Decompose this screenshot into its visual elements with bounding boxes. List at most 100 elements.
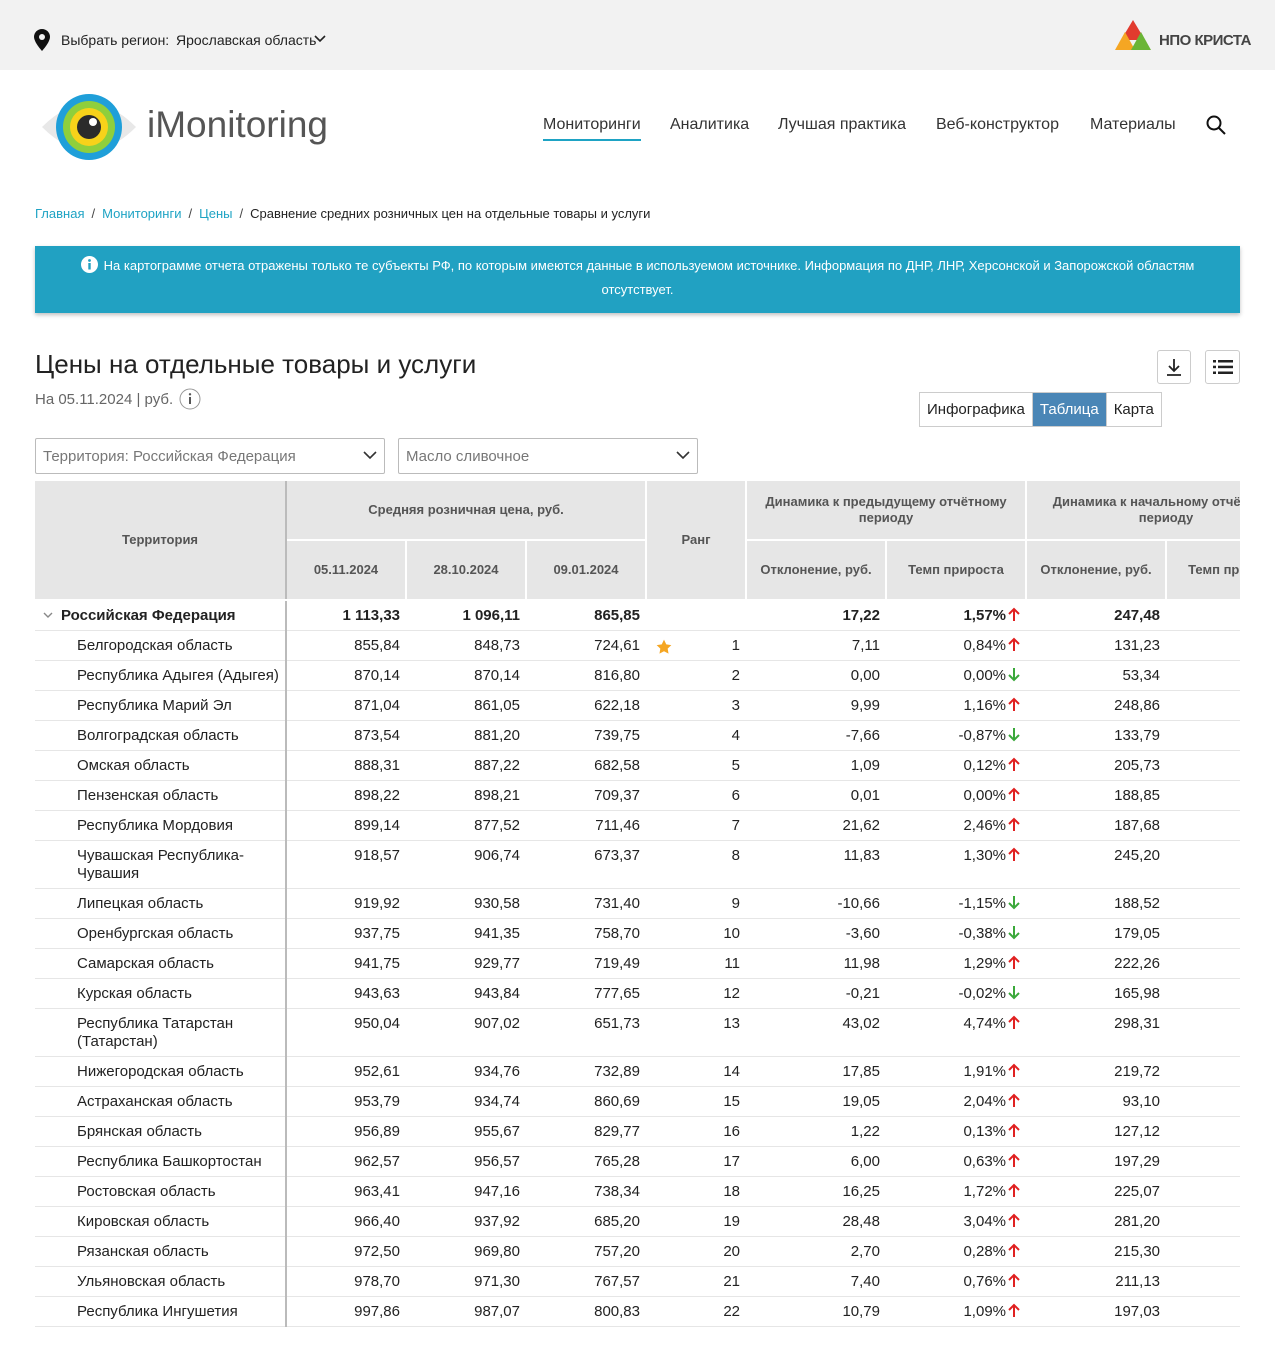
graphic-part: [1212, 360, 1233, 374]
nav-link[interactable]: Лучшая практика: [778, 116, 907, 133]
column-header[interactable]: 09.01.2024: [526, 540, 647, 601]
rate-initial-cell: 28,43%: [1166, 1236, 1240, 1267]
column-header[interactable]: Территория: [35, 481, 287, 601]
breadcrumb-link[interactable]: Мониторинги: [102, 206, 182, 221]
region-selector[interactable]: Ярославская область: [176, 32, 317, 48]
breadcrumb-link[interactable]: Главная: [35, 206, 85, 221]
brand-logo[interactable]: НПО КРИСТА: [1115, 20, 1251, 57]
price-cell: 731,40: [526, 888, 646, 919]
column-header[interactable]: 05.11.2024: [286, 540, 407, 601]
price-cell: 848,73: [406, 630, 526, 661]
price-cell: 673,37: [526, 840, 646, 889]
breadcrumb-link[interactable]: Цены: [199, 206, 233, 221]
menu-button[interactable]: [1205, 350, 1240, 384]
product-select[interactable]: Масло сливочное: [398, 438, 698, 474]
nav-link[interactable]: Веб-конструктор: [936, 116, 1059, 133]
territory-cell: Российская Федерация: [35, 600, 287, 631]
rate-cell: 0,00%: [886, 660, 1027, 691]
view-tab[interactable]: Карта: [1105, 393, 1161, 426]
price-cell: 898,22: [286, 780, 406, 811]
table-row: Самарская область 941,75 929,77 719,49 11 11,…: [35, 948, 1240, 979]
price-cell: 950,04: [286, 1008, 406, 1057]
view-tab-active[interactable]: Таблица: [1031, 393, 1106, 426]
arrow-path: [1008, 1243, 1020, 1257]
table-row: Астраханская область 953,79 934,74 860,69 15…: [35, 1086, 1240, 1117]
graphic-part: [1217, 360, 1233, 363]
rate-initial-cell: 45,77%: [1166, 1008, 1240, 1057]
rank-value: 4: [731, 727, 740, 744]
deviation-cell: -10,66: [746, 888, 886, 919]
deviation-initial-cell: 53,34: [1026, 660, 1167, 691]
rate-initial-cell: 40,00%: [1166, 690, 1240, 721]
rank-cell: 20: [646, 1236, 746, 1267]
price-cell: 800,83: [526, 1296, 646, 1327]
column-header[interactable]: 28.10.2024: [406, 540, 527, 601]
rank-cell: 1: [646, 630, 746, 661]
price-table: Территория Средняя розничная цена, руб. …: [35, 481, 1240, 1327]
table-row: Ростовская область 963,41 947,16 738,34 18 16…: [35, 1176, 1240, 1207]
table-row: Республика Башкортостан 962,57 956,57 765,2…: [35, 1146, 1240, 1177]
rate-value: 0,76%: [963, 1273, 1007, 1290]
info-button[interactable]: [179, 388, 201, 410]
column-header[interactable]: Темп прироста: [1166, 540, 1240, 601]
graphic-part: [87, 259, 91, 262]
column-header[interactable]: Темп прироста: [886, 540, 1028, 601]
territory-name: Республика Адыгея (Адыгея): [77, 667, 279, 684]
deviation-initial-cell: 188,85: [1026, 780, 1167, 811]
price-cell: 622,18: [526, 690, 646, 721]
rank-cell: 18: [646, 1176, 746, 1207]
rank-cell: 17: [646, 1146, 746, 1177]
column-header[interactable]: Отклонение, руб.: [1026, 540, 1168, 601]
rate-value: 2,46%: [963, 817, 1007, 834]
rank-value: 6: [731, 787, 740, 804]
territory-select[interactable]: Территория: Российская Федерация: [35, 438, 385, 474]
arrow-path: [1008, 896, 1020, 910]
rate-initial-cell: 26,62%: [1166, 780, 1240, 811]
rate-value: 1,91%: [963, 1063, 1007, 1080]
view-tab[interactable]: Инфографика: [927, 401, 1025, 418]
territory-cell: Рязанская область: [35, 1236, 287, 1267]
arrow-path: [1008, 955, 1020, 969]
price-cell: 1 096,11: [406, 600, 526, 631]
arrow-path: [1008, 926, 1020, 940]
table-row: Брянская область 956,89 955,67 829,77 16 1,22…: [35, 1116, 1240, 1147]
price-cell: 955,67: [406, 1116, 526, 1147]
nav-link[interactable]: Мониторинги: [543, 116, 641, 141]
territory-name: Республика Мордовия: [77, 817, 233, 834]
price-cell: 919,92: [286, 888, 406, 919]
table-head: Территория Средняя розничная цена, руб. …: [35, 481, 1240, 601]
search-button[interactable]: [1206, 115, 1226, 135]
arrow-path: [1008, 637, 1020, 651]
column-header[interactable]: Ранг: [646, 481, 747, 601]
nav-link[interactable]: Материалы: [1090, 116, 1176, 133]
site-logo[interactable]: iMonitoring: [40, 88, 328, 171]
rank-value: 19: [723, 1213, 740, 1230]
graphic-part: [179, 388, 201, 410]
deviation-cell: 28,48: [746, 1206, 886, 1237]
territory-name: Омская область: [77, 757, 190, 774]
trend-up-icon: [1008, 637, 1020, 651]
rate-cell: 1,72%: [886, 1176, 1027, 1207]
rank-cell: 12: [646, 978, 746, 1009]
region-dropdown-icon[interactable]: [314, 35, 326, 43]
price-cell: 816,80: [526, 660, 646, 691]
table-row: Ульяновская область 978,70 971,30 767,57 21 7…: [35, 1266, 1240, 1297]
price-cell: 962,57: [286, 1146, 406, 1177]
nav-link[interactable]: Аналитика: [670, 116, 750, 133]
trend-down-icon: [1008, 728, 1020, 742]
download-button[interactable]: [1157, 350, 1191, 384]
total-row: Российская Федерация 1 113,33 1 096,11 865,…: [35, 600, 1240, 631]
column-header[interactable]: Отклонение, руб.: [746, 540, 887, 601]
territory-name: Ростовская область: [77, 1183, 216, 1200]
price-cell: 738,34: [526, 1176, 646, 1207]
deviation-cell: -0,21: [746, 978, 886, 1009]
price-cell: 758,70: [526, 918, 646, 949]
territory-cell: Липецкая область: [35, 888, 287, 919]
download-icon: [1167, 359, 1181, 376]
rank-cell: 6: [646, 780, 746, 811]
graphic-part: [188, 393, 192, 396]
price-cell: 870,14: [406, 660, 526, 691]
collapse-toggle[interactable]: [43, 612, 53, 619]
price-cell: 881,20: [406, 720, 526, 751]
